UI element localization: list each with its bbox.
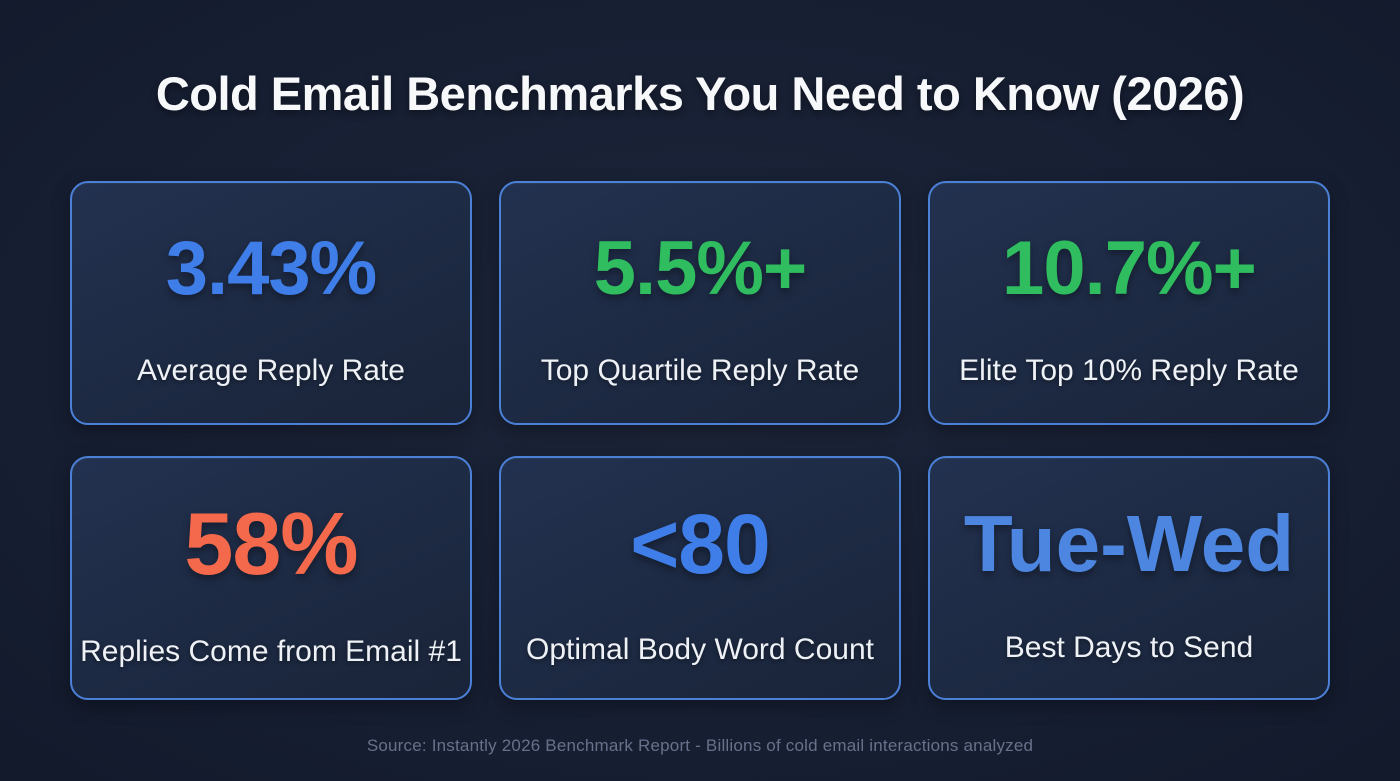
page-title: Cold Email Benchmarks You Need to Know (… (155, 67, 1245, 120)
stat-card-elite-top-10-reply-rate: 10.7%+ Elite Top 10% Reply Rate (928, 181, 1330, 425)
stat-value: 58% (184, 494, 358, 593)
stat-card-grid: 3.43% Average Reply Rate 5.5%+ Top Quart… (70, 181, 1330, 700)
stat-card-top-quartile-reply-rate: 5.5%+ Top Quartile Reply Rate (499, 181, 901, 425)
stat-label: Average Reply Rate (137, 354, 405, 387)
stat-card-average-reply-rate: 3.43% Average Reply Rate (70, 181, 472, 425)
stat-value: Tue-Wed (963, 499, 1295, 588)
stat-label: Replies Come from Email #1 (80, 635, 462, 668)
stat-label: Top Quartile Reply Rate (540, 354, 860, 387)
stat-label: Best Days to Send (1004, 631, 1254, 664)
stat-value: 5.5%+ (593, 226, 808, 311)
stat-value: 10.7%+ (1002, 226, 1257, 311)
stat-card-replies-from-email-1: 58% Replies Come from Email #1 (70, 456, 472, 700)
stat-card-optimal-body-word-count: <80 Optimal Body Word Count (499, 456, 901, 700)
stat-value: <80 (630, 497, 770, 591)
stat-label: Optimal Body Word Count (526, 633, 874, 666)
source-attribution: Source: Instantly 2026 Benchmark Report … (366, 736, 1034, 755)
stat-label: Elite Top 10% Reply Rate (959, 354, 1299, 387)
stat-card-best-days-to-send: Tue-Wed Best Days to Send (928, 456, 1330, 700)
stat-value: 3.43% (165, 226, 377, 311)
